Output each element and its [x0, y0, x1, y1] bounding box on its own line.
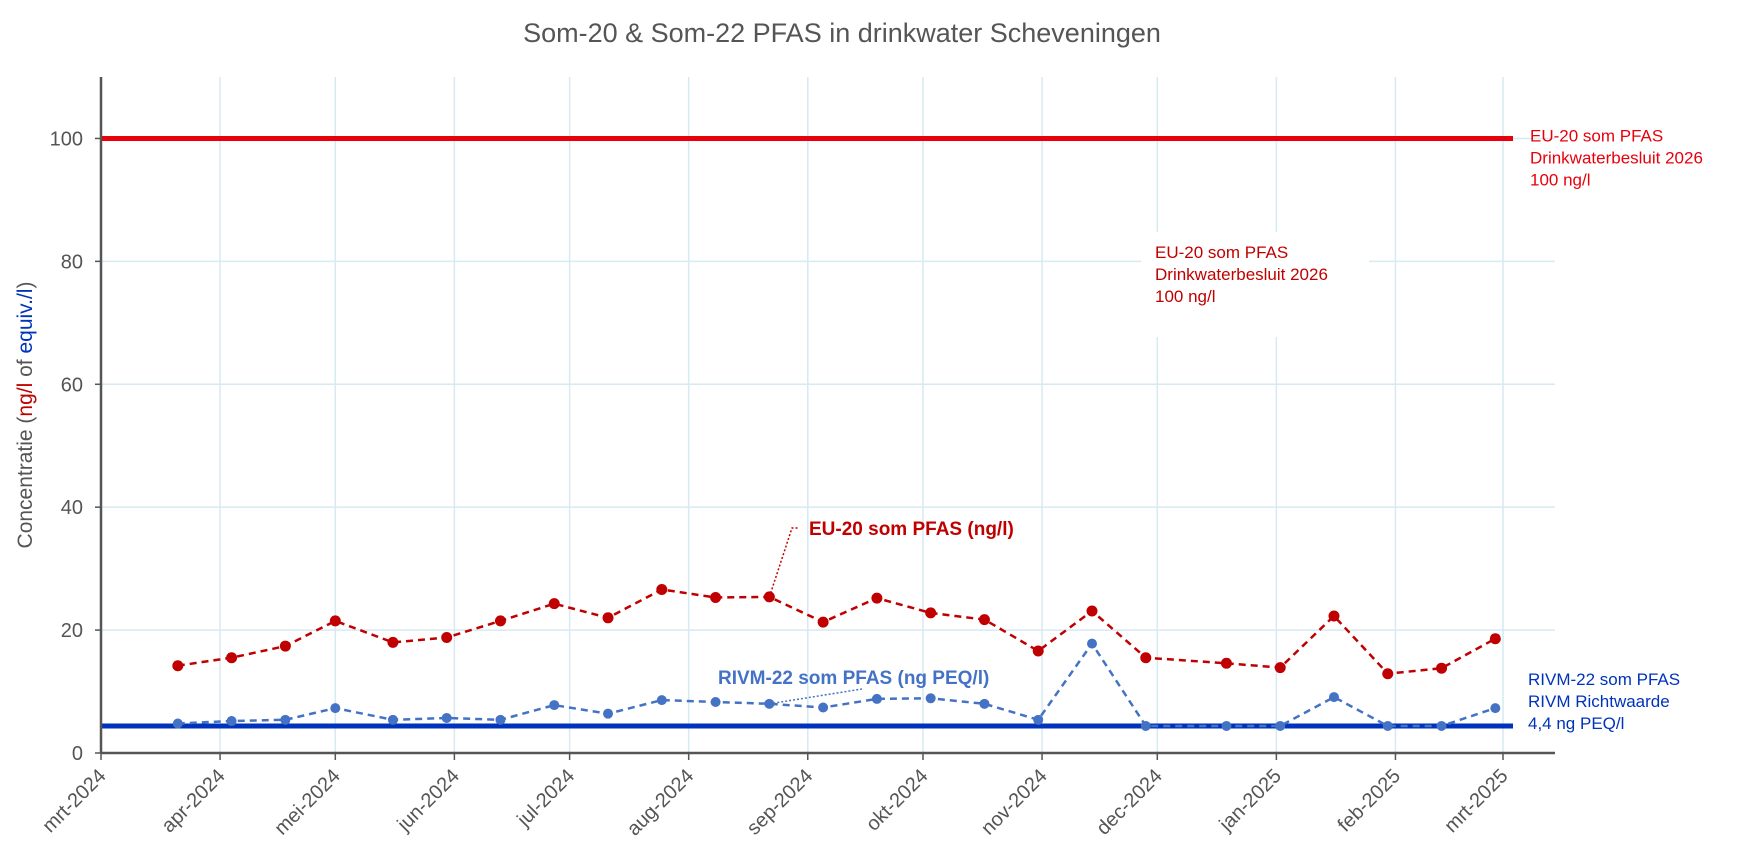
- data-point: [226, 716, 237, 727]
- data-point: [602, 612, 614, 624]
- data-point: [656, 695, 667, 706]
- floating-annotation-text: 100 ng/l: [1155, 287, 1216, 306]
- data-point: [871, 592, 883, 604]
- data-point: [979, 698, 990, 709]
- data-point: [656, 584, 668, 596]
- data-point: [1033, 714, 1044, 725]
- data-point: [441, 631, 453, 643]
- reference-lines: [101, 135, 1513, 729]
- y-axis-label: Concentratie (ng/l of equiv./l): [14, 282, 37, 549]
- eu-series-leader: [768, 527, 799, 598]
- y-axis-label-unit-equiv: equiv./l: [14, 289, 37, 354]
- chart-title: Som-20 & Som-22 PFAS in drinkwater Schev…: [523, 18, 1161, 48]
- data-point: [226, 652, 238, 664]
- data-point: [1382, 720, 1393, 731]
- data-point: [1275, 720, 1286, 731]
- data-point: [817, 616, 829, 628]
- data-point: [925, 607, 937, 619]
- reference-line-label: RIVM-22 som PFAS: [1528, 670, 1680, 689]
- y-tick-label: 60: [61, 374, 83, 396]
- y-tick-label: 80: [61, 251, 83, 273]
- data-point: [978, 614, 990, 626]
- reference-line-label: 4,4 ng PEQ/l: [1528, 714, 1624, 733]
- reference-line-label: RIVM Richtwaarde: [1528, 692, 1670, 711]
- data-point: [1087, 638, 1098, 649]
- x-tick-label: nov-2024: [977, 765, 1052, 840]
- y-axis-label-unit-ngl: ng/l: [14, 383, 37, 417]
- reference-line-label: EU-20 som PFAS: [1530, 126, 1663, 145]
- data-point: [1436, 662, 1448, 674]
- data-point: [1328, 610, 1340, 622]
- series-line: [177, 588, 1496, 676]
- data-point: [548, 598, 560, 610]
- reference-line-label: Drinkwaterbesluit 2026: [1530, 148, 1703, 167]
- floating-annotation-text: EU-20 som PFAS: [1155, 243, 1288, 262]
- series-layer: [172, 584, 1501, 731]
- data-point: [1382, 668, 1394, 680]
- floating-annotation-text: Drinkwaterbesluit 2026: [1155, 265, 1328, 284]
- y-tick-label: 20: [61, 620, 83, 642]
- data-point: [710, 592, 722, 604]
- data-point: [441, 712, 452, 723]
- data-point: [1490, 703, 1501, 714]
- data-point: [172, 718, 183, 729]
- data-point: [279, 640, 291, 652]
- x-tick-label: aug-2024: [623, 765, 698, 840]
- data-point: [1221, 720, 1232, 731]
- data-point: [1140, 652, 1152, 664]
- data-point: [818, 702, 829, 713]
- y-tick-label: 0: [72, 743, 83, 765]
- data-point: [1489, 633, 1501, 645]
- y-axis-label-part-5: ): [14, 282, 37, 289]
- data-point: [387, 636, 399, 648]
- grid-layer: [101, 77, 1555, 753]
- reference-line-label: 100 ng/l: [1530, 170, 1591, 189]
- x-tick-label: dec-2024: [1092, 765, 1167, 840]
- y-tick-label: 100: [50, 128, 83, 150]
- annotations: EU-20 som PFAS Drinkwaterbesluit 2026 100 …: [718, 126, 1703, 733]
- rivm-series-leader: [769, 688, 863, 705]
- data-point: [1328, 692, 1339, 703]
- data-point: [763, 591, 775, 603]
- data-point: [1274, 662, 1286, 674]
- floating-annotation-box: [1141, 232, 1369, 337]
- x-tick-label: sep-2024: [743, 765, 818, 840]
- x-tick-label: jul-2024: [513, 765, 580, 832]
- data-point: [494, 615, 506, 627]
- eu-series-label: EU-20 som PFAS (ng/l): [809, 519, 1014, 540]
- data-point: [710, 696, 721, 707]
- data-point: [1140, 720, 1151, 731]
- data-point: [871, 693, 882, 704]
- data-point: [495, 714, 506, 725]
- rivm-series-label: RIVM-22 som PFAS (ng PEQ/l): [718, 668, 989, 689]
- x-tick-label: mrt-2025: [1440, 765, 1512, 837]
- y-axis-label-part-1: Concentratie (: [14, 417, 37, 549]
- x-tick-label: jan-2025: [1215, 765, 1286, 836]
- data-point: [1086, 605, 1098, 617]
- data-point: [1436, 720, 1447, 731]
- data-point: [1220, 657, 1232, 669]
- x-tick-label: feb-2025: [1334, 765, 1405, 836]
- data-point: [387, 714, 398, 725]
- y-axis-label-part-3: of: [14, 354, 37, 383]
- data-point: [330, 703, 341, 714]
- data-point: [280, 714, 291, 725]
- x-tick-label: mei-2024: [270, 765, 345, 840]
- y-tick-label: 40: [61, 497, 83, 519]
- data-point: [925, 693, 936, 704]
- data-point: [329, 615, 341, 627]
- x-tick-label: jun-2024: [393, 765, 464, 836]
- data-point: [1032, 645, 1044, 657]
- data-point: [172, 660, 184, 672]
- x-tick-label: mrt-2024: [38, 765, 110, 837]
- x-tick-label: apr-2024: [157, 765, 229, 837]
- x-tick-label: okt-2024: [862, 765, 933, 836]
- data-point: [603, 708, 614, 719]
- data-point: [549, 700, 560, 711]
